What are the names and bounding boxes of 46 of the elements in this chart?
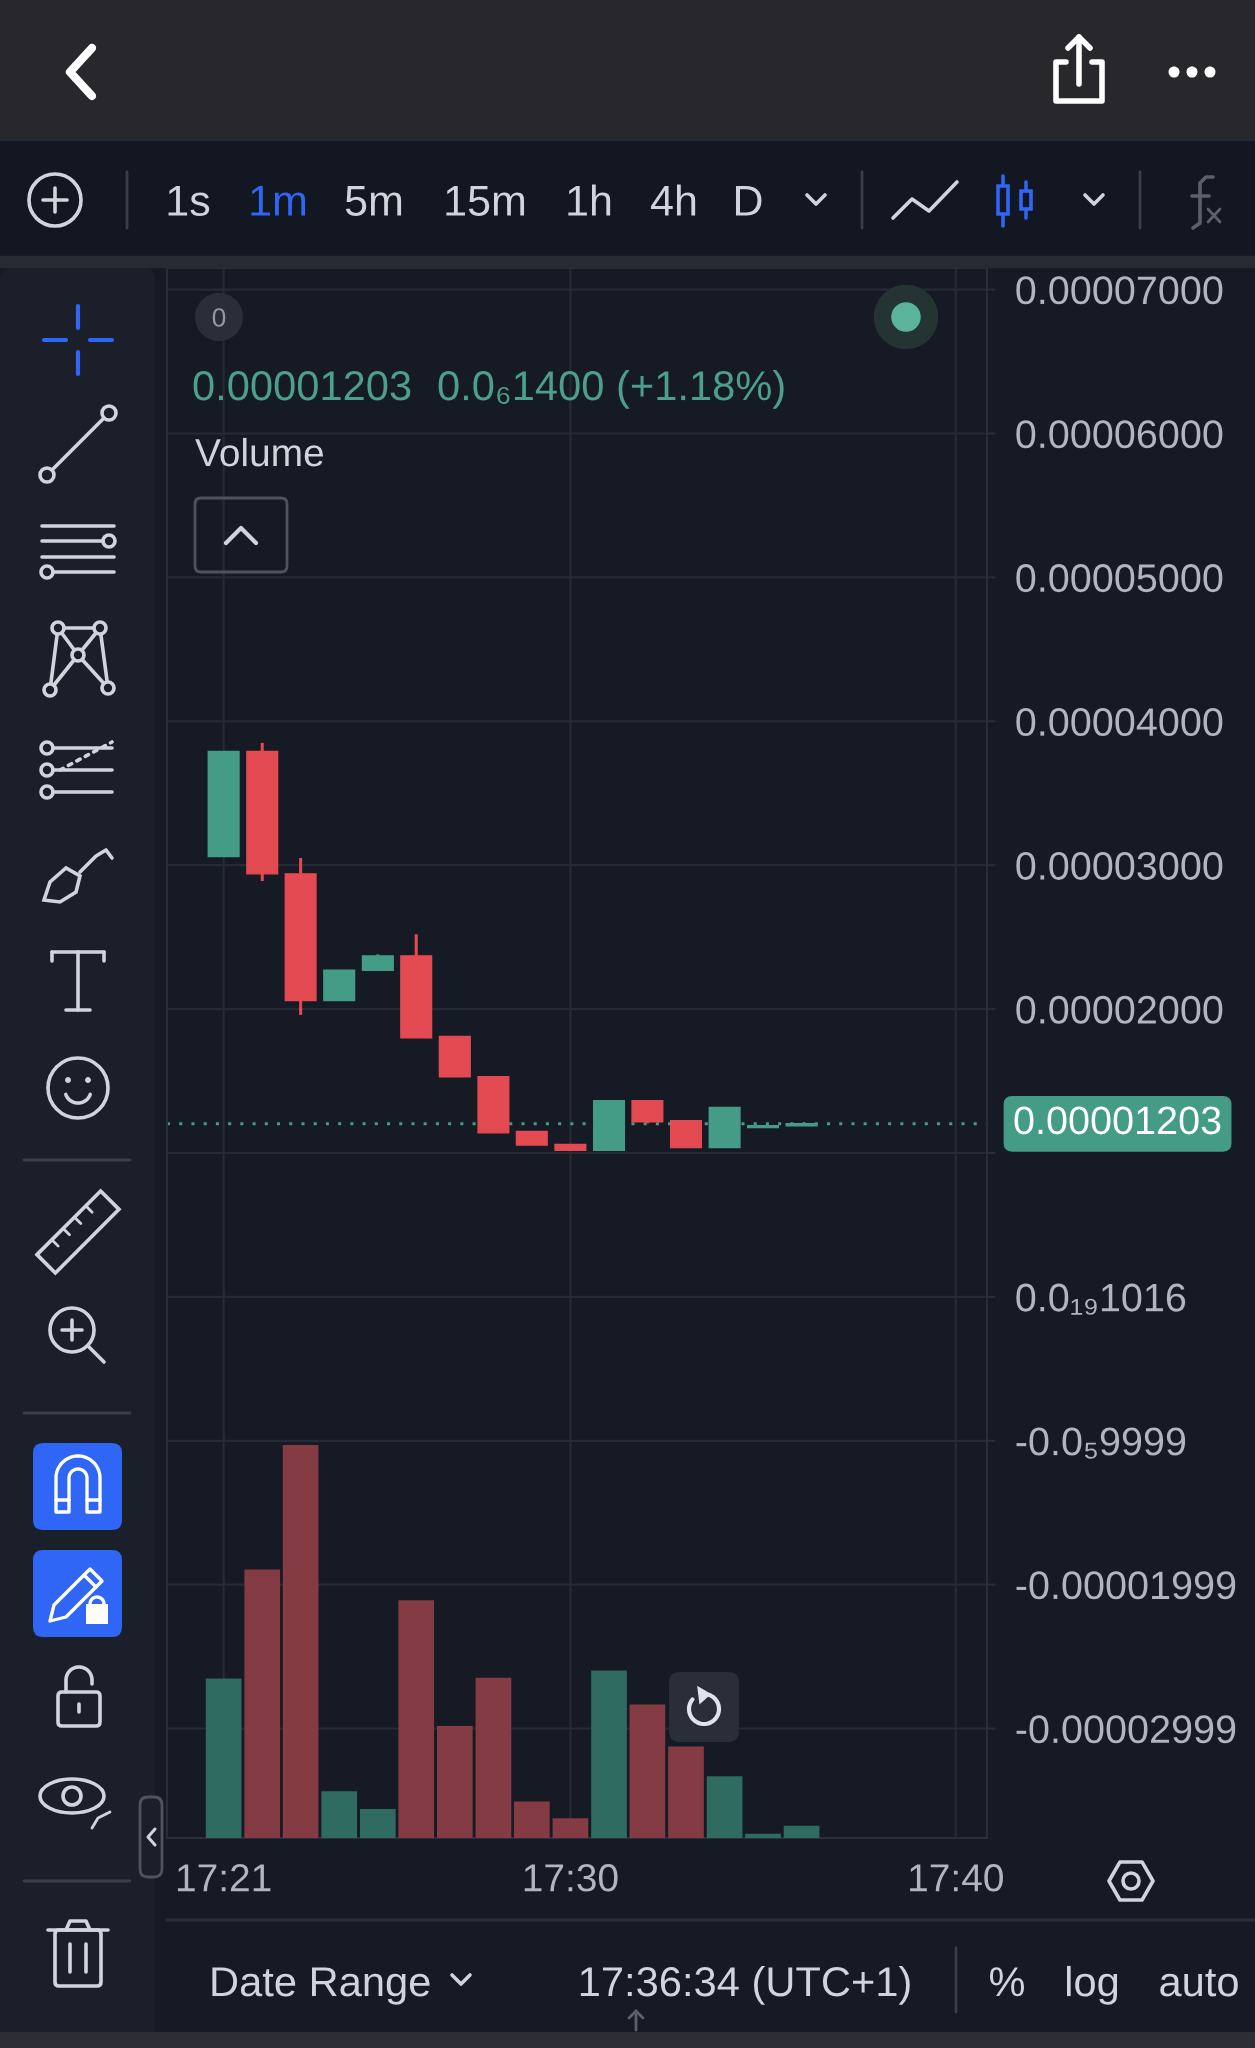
bar	[629, 1704, 666, 1838]
text: %	[989, 1967, 1025, 1997]
bar	[205, 1678, 242, 1838]
text: 1s	[168, 185, 210, 217]
annotation: 0	[212, 308, 226, 327]
y-tick-label: 0.00004000	[1016, 708, 1223, 737]
annotation: 0.0₆1400 (+1.18%)	[438, 369, 784, 409]
text: 1h	[568, 184, 611, 216]
y-tick-label: 0.00006000	[1016, 420, 1223, 449]
bar	[244, 1569, 281, 1838]
bar	[398, 1600, 435, 1838]
y-tick-label: -0.00002999	[1016, 1715, 1236, 1744]
y-tick-label: 0.00005000	[1016, 564, 1223, 593]
bar	[282, 1445, 319, 1838]
y-tick-label: -0.0₅9999	[1016, 1427, 1186, 1459]
ref-line-label: 0.00001203	[1014, 1106, 1221, 1135]
bar	[475, 1677, 512, 1838]
y-tick-label: -0.00001999	[1016, 1571, 1236, 1600]
annotation: 0.00001203	[193, 371, 411, 401]
bar	[513, 1801, 550, 1838]
annotation: Volume	[195, 437, 323, 467]
x-tick-label: 17:21	[177, 1864, 271, 1892]
bar	[436, 1725, 473, 1838]
text: 4h	[651, 184, 696, 216]
y-tick-label: 0.0₁₉1016	[1016, 1283, 1186, 1315]
text: D	[735, 185, 762, 216]
y-tick-label: 0.00007000	[1016, 276, 1223, 305]
bar	[321, 1791, 358, 1838]
bar	[745, 1833, 781, 1838]
bar	[668, 1746, 704, 1838]
y-tick-label: 0.00002000	[1016, 995, 1223, 1024]
text: auto	[1160, 1969, 1238, 1997]
text: 15m	[446, 185, 525, 217]
text: 5m	[345, 185, 402, 217]
text: Date Range	[212, 1967, 430, 2005]
x-tick-label: 17:30	[524, 1864, 618, 1892]
bar	[552, 1818, 589, 1838]
bar	[706, 1776, 743, 1838]
bar	[591, 1670, 627, 1838]
text: 17:36:34 (UTC+1)	[580, 1965, 910, 2005]
bar	[359, 1808, 396, 1838]
text: 1m	[251, 185, 306, 216]
text: log	[1067, 1965, 1118, 2005]
x-tick-label: 17:40	[910, 1864, 1003, 1892]
y-tick-label: 0.00003000	[1016, 851, 1223, 880]
bar	[783, 1825, 820, 1838]
